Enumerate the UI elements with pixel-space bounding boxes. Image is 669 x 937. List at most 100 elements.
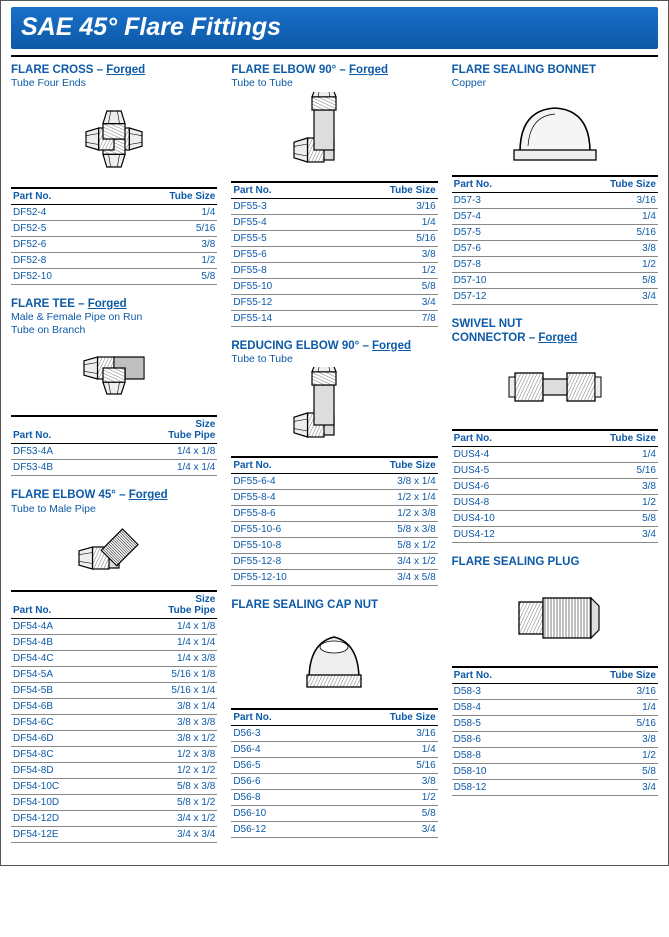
table-row: DF52-41/4 [11, 204, 217, 220]
table-row: DF53-4A1/4 x 1/8 [11, 444, 217, 460]
section-title-text: REDUCING ELBOW 90° – [231, 340, 372, 352]
section-title-text: SWIVEL NUT [452, 318, 523, 330]
part-number: DF53-4B [11, 460, 107, 476]
section-subtitle: Tube to Male Pipe [11, 503, 217, 516]
part-number: D56-5 [231, 758, 326, 774]
page-title: SAE 45° Flare Fittings [21, 13, 281, 41]
size-value: 5/8 [326, 806, 438, 822]
table-row: D58-55/16 [452, 715, 658, 731]
size-value: 3/8 x 3/8 [113, 714, 217, 730]
section: FLARE CROSS – ForgedTube Four Ends Part … [11, 63, 217, 285]
part-number: D58-6 [452, 731, 547, 747]
part-number: D57-10 [452, 272, 547, 288]
table-header: Part No. [452, 176, 547, 193]
table-row: D56-105/8 [231, 806, 437, 822]
table-row: D58-123/4 [452, 779, 658, 795]
part-number: DF54-5B [11, 682, 113, 698]
part-number: D56-3 [231, 726, 326, 742]
section-title: FLARE TEE – Forged [11, 297, 217, 311]
size-value: 1/4 x 1/4 [113, 634, 217, 650]
table-row: D57-81/2 [452, 256, 658, 272]
size-value: 3/16 [327, 198, 438, 214]
table-row: D57-55/16 [452, 224, 658, 240]
top-rule [11, 55, 658, 57]
table-row: D56-63/8 [231, 774, 437, 790]
part-number: DF55-10-8 [231, 538, 341, 554]
section-title: FLARE CROSS – Forged [11, 63, 217, 77]
size-value: 5/16 x 1/8 [113, 666, 217, 682]
section-title: FLARE SEALING PLUG [452, 555, 658, 569]
table-row: DUS4-81/2 [452, 495, 658, 511]
part-number: D58-10 [452, 763, 547, 779]
part-number: D56-10 [231, 806, 326, 822]
table-row: DUS4-63/8 [452, 479, 658, 495]
section-title-text: CONNECTOR – [452, 332, 539, 344]
size-value: 1/4 [327, 214, 438, 230]
table-header: SizeTube Pipe [107, 416, 218, 444]
table-header: Part No. [452, 667, 547, 684]
section-title: SWIVEL NUTCONNECTOR – Forged [452, 317, 658, 346]
table-row: DF54-4B1/4 x 1/4 [11, 634, 217, 650]
part-number: DF54-10D [11, 794, 113, 810]
size-value: 3/16 [546, 192, 658, 208]
part-number: DF54-12E [11, 826, 113, 842]
size-value: 1/2 [546, 256, 658, 272]
parts-table: Part No.Tube SizeDF55-33/16DF55-41/4DF55… [231, 181, 437, 327]
size-value: 1/2 [326, 790, 438, 806]
size-value: 1/2 x 3/8 [113, 746, 217, 762]
size-value: 1/2 x 3/8 [342, 506, 438, 522]
size-value: 3/4 [546, 779, 658, 795]
section-title-text: FLARE SEALING CAP NUT [231, 599, 378, 611]
table-row: DUS4-105/8 [452, 511, 658, 527]
size-value: 3/16 [326, 726, 438, 742]
table-row: DUS4-55/16 [452, 463, 658, 479]
table-row: DF53-4B1/4 x 1/4 [11, 460, 217, 476]
elbow90-illustration [231, 97, 437, 175]
table-row: DF55-8-61/2 x 3/8 [231, 506, 437, 522]
table-row: D56-33/16 [231, 726, 437, 742]
size-value: 1/4 x 1/8 [113, 618, 217, 634]
table-header: Part No. [11, 591, 113, 619]
part-number: D56-8 [231, 790, 326, 806]
parts-table: Part No.Tube SizeDUS4-41/4DUS4-55/16DUS4… [452, 429, 658, 543]
table-header: Tube Size [326, 709, 438, 726]
size-value: 5/16 [550, 463, 658, 479]
section: FLARE TEE – ForgedMale & Female Pipe on … [11, 297, 217, 477]
table-row: D57-105/8 [452, 272, 658, 288]
part-number: DF54-5A [11, 666, 113, 682]
part-number: DF55-6 [231, 246, 326, 262]
part-number: D58-12 [452, 779, 547, 795]
part-number: DF55-10 [231, 278, 326, 294]
size-value: 5/8 [546, 272, 658, 288]
size-value: 3/8 x 1/4 [342, 474, 438, 490]
size-value: 5/16 [106, 220, 217, 236]
part-number: D57-3 [452, 192, 547, 208]
size-value: 1/2 x 1/2 [113, 762, 217, 778]
size-value: 3/8 [326, 774, 438, 790]
table-row: DF55-147/8 [231, 310, 437, 326]
part-number: DF55-8-4 [231, 490, 341, 506]
table-header: Tube Size [550, 430, 658, 447]
table-header: Tube Size [342, 457, 438, 474]
section: FLARE ELBOW 45° – ForgedTube to Male Pip… [11, 488, 217, 843]
parts-table: Part No.Tube SizeD56-33/16D56-41/4D56-55… [231, 708, 437, 838]
table-row: D56-41/4 [231, 742, 437, 758]
size-value: 3/8 [546, 240, 658, 256]
size-value: 1/2 [550, 495, 658, 511]
table-row: DF55-12-103/4 x 5/8 [231, 570, 437, 586]
size-value: 3/4 x 5/8 [342, 570, 438, 586]
size-value: 3/8 [546, 731, 658, 747]
table-row: DF55-33/16 [231, 198, 437, 214]
section-title: FLARE SEALING BONNET [452, 63, 658, 77]
part-number: DUS4-5 [452, 463, 550, 479]
size-value: 5/16 x 1/4 [113, 682, 217, 698]
part-number: D58-5 [452, 715, 547, 731]
table-row: DF54-6D3/8 x 1/2 [11, 730, 217, 746]
table-row: DF55-41/4 [231, 214, 437, 230]
part-number: D57-4 [452, 208, 547, 224]
part-number: D57-6 [452, 240, 547, 256]
size-value: 3/8 x 1/2 [113, 730, 217, 746]
table-row: DF52-55/16 [11, 220, 217, 236]
size-value: 1/4 [326, 742, 438, 758]
part-number: D58-8 [452, 747, 547, 763]
